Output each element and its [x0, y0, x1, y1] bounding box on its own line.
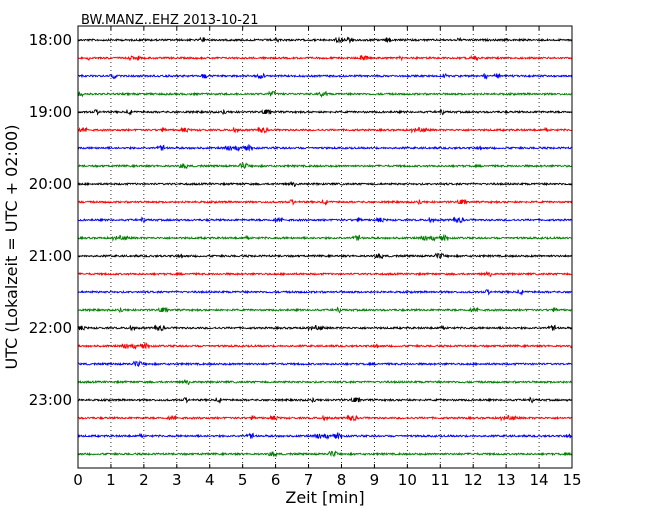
y-tick-label-3: 21:00 — [29, 247, 72, 265]
trace-7 — [77, 162, 573, 170]
trace-22 — [77, 431, 573, 440]
trace-11 — [77, 233, 573, 242]
x-tick-labels: 0 1 2 3 4 5 6 7 8 9 10 11 12 13 14 15 — [73, 471, 581, 489]
trace-1 — [77, 54, 573, 62]
trace-17 — [77, 341, 573, 350]
trace-20 — [77, 396, 573, 404]
trace-4 — [77, 108, 573, 116]
y-tick-label-1: 19:00 — [29, 103, 72, 121]
x-tick-label-3: 3 — [172, 471, 182, 489]
x-tick-label-11: 11 — [431, 471, 450, 489]
trace-21 — [77, 414, 573, 422]
trace-19 — [77, 379, 573, 386]
tick-marks — [77, 26, 573, 468]
trace-0 — [77, 36, 573, 44]
x-tick-label-7: 7 — [304, 471, 314, 489]
y-axis-label: UTC (Lokalzeit = UTC + 02:00) — [2, 125, 21, 370]
x-tick-label-9: 9 — [370, 471, 380, 489]
x-tick-label-5: 5 — [238, 471, 248, 489]
trace-3 — [77, 90, 573, 99]
trace-2 — [77, 72, 573, 80]
x-tick-label-6: 6 — [271, 471, 281, 489]
y-tick-label-5: 23:00 — [29, 391, 72, 409]
x-tick-label-12: 12 — [464, 471, 483, 489]
trace-5 — [77, 126, 573, 134]
x-tick-label-1: 1 — [106, 471, 116, 489]
trace-12 — [77, 252, 573, 260]
trace-6 — [77, 143, 573, 152]
trace-18 — [77, 360, 573, 368]
plot-frame — [77, 25, 573, 469]
chart-title: BW.MANZ..EHZ 2013-10-21 — [81, 13, 259, 28]
x-tick-label-10: 10 — [398, 471, 417, 489]
trace-8 — [77, 181, 573, 188]
y-tick-label-2: 20:00 — [29, 175, 72, 193]
trace-10 — [77, 216, 573, 224]
x-tick-label-13: 13 — [497, 471, 516, 489]
x-tick-label-4: 4 — [205, 471, 215, 489]
y-tick-label-4: 22:00 — [29, 319, 72, 337]
trace-14 — [77, 289, 573, 296]
trace-23 — [77, 450, 573, 458]
trace-15 — [77, 306, 573, 314]
trace-13 — [77, 271, 573, 278]
x-tick-label-8: 8 — [337, 471, 347, 489]
y-tick-label-0: 18:00 — [29, 31, 72, 49]
trace-9 — [77, 198, 573, 206]
grid-lines — [110, 26, 540, 468]
x-tick-label-15: 15 — [562, 471, 581, 489]
y-tick-labels: 18:00 19:00 20:00 21:00 22:00 23:00 — [29, 31, 72, 409]
x-axis-label: Zeit [min] — [285, 488, 364, 507]
trace-16 — [77, 324, 573, 332]
x-tick-label-0: 0 — [73, 471, 83, 489]
trace-group — [77, 36, 573, 458]
x-tick-label-14: 14 — [530, 471, 549, 489]
x-tick-label-2: 2 — [139, 471, 149, 489]
